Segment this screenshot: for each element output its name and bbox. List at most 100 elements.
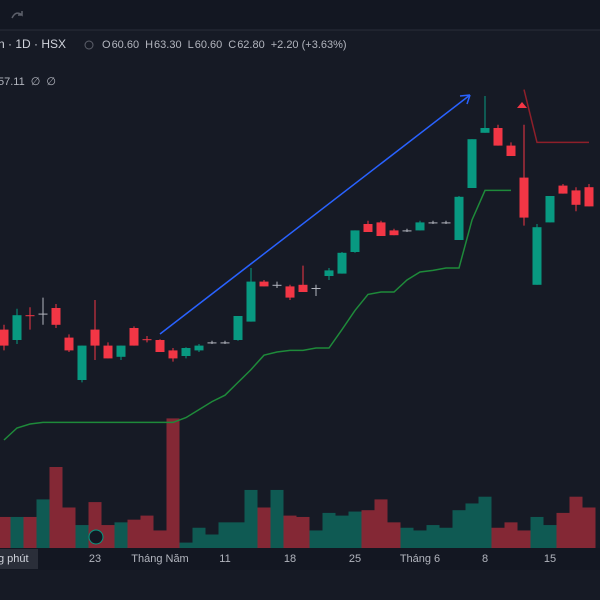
candle-body [428,222,438,224]
volume-bar [36,499,50,548]
volume-bar [0,516,11,548]
volume-bar [348,511,362,548]
candle-body [220,342,230,344]
candle-body [584,187,594,207]
volume-bar [478,496,492,548]
candle-body [363,224,373,232]
x-tick-label: Tháng Năm [131,553,188,565]
signal-marker [517,102,527,108]
legend: n · 1D · HSX [0,37,94,51]
candle-body [467,139,477,188]
volume-bar [426,525,440,548]
stop-line [3,189,511,441]
candle-body [324,270,334,276]
volume-bar [517,530,531,548]
trend-arrow [159,94,471,335]
volume-bar [374,499,388,548]
candle-body [233,316,243,340]
volume-bar [309,530,323,548]
candle-body [194,345,204,351]
candle-body [90,329,100,346]
candle-body [155,340,165,352]
candle-body [64,337,74,351]
volume-bar [361,510,375,548]
candle-body [571,190,581,205]
volume-bar [75,525,89,548]
x-tick-label: Tháng 6 [400,553,440,565]
candle-body [0,329,9,346]
x-tick-label: 25 [349,553,361,565]
volume-bar [10,516,24,548]
volume-bar [400,527,414,548]
volume-bar [543,525,557,548]
candle-body [116,345,126,357]
volume-bar [192,527,206,548]
volume-bar [153,530,167,548]
x-tick-label: 11 [219,553,230,565]
field-value: 62.80 [237,39,265,51]
volume-bar [335,515,349,548]
volume-bar [387,522,401,548]
field-value: 60.60 [112,39,140,51]
volume-bar [205,534,219,548]
candle-body [493,128,503,146]
field-value: 63.30 [154,39,182,51]
field-key: H [145,39,153,51]
volume-bar [465,503,479,548]
candle-body [207,342,217,344]
candle-body [454,196,464,240]
stop-line [523,89,589,144]
field-key: O [102,39,111,51]
volume-bar [166,418,180,548]
volume-bar [569,496,583,548]
volume-bar [101,525,115,548]
candle-body [181,348,191,356]
time-axis [0,548,600,570]
candle-body [103,345,113,359]
candle-body [12,315,22,340]
volume-bar [244,489,258,548]
candle-body [545,196,555,223]
candle-body [298,284,308,292]
volume-bar [23,516,37,548]
field-key: C [228,39,236,51]
volume-bar [296,516,310,548]
indicator-extra: ∅ [31,76,41,88]
toolbar [0,0,600,30]
candle-body [25,315,35,317]
candle-body [389,230,399,236]
volume-bar [322,512,336,548]
indicator-extra: ∅ [46,76,56,88]
redo-icon[interactable] [11,11,23,19]
candle-body [519,177,529,218]
field-value: 60.60 [195,39,223,51]
event-circle [88,529,104,545]
candle-body [51,308,61,325]
candle-body [38,313,48,315]
candle-body [415,222,425,231]
candle-body [558,185,568,194]
volume-bar [556,512,570,548]
volume-bar [127,519,141,548]
volume-bar [114,522,128,548]
candle-body [402,230,412,232]
volume-bar [257,507,271,548]
volume-bar [179,542,193,548]
indicator-value: 57.11 [0,76,25,88]
x-tick-label: 15 [544,553,556,565]
candle-body [350,230,360,252]
candle-body [142,339,152,341]
candle-body [285,286,295,298]
volume-bar [491,527,505,548]
event-flag [88,529,104,545]
candle-body [376,222,386,236]
x-tick-label: 18 [284,553,296,565]
volume-bar [439,527,453,548]
symbol: n · 1D · HSX [0,37,66,51]
volume-bar [231,522,245,548]
candle-body [441,222,451,224]
interval-box [0,549,38,569]
candle-body [129,328,139,346]
